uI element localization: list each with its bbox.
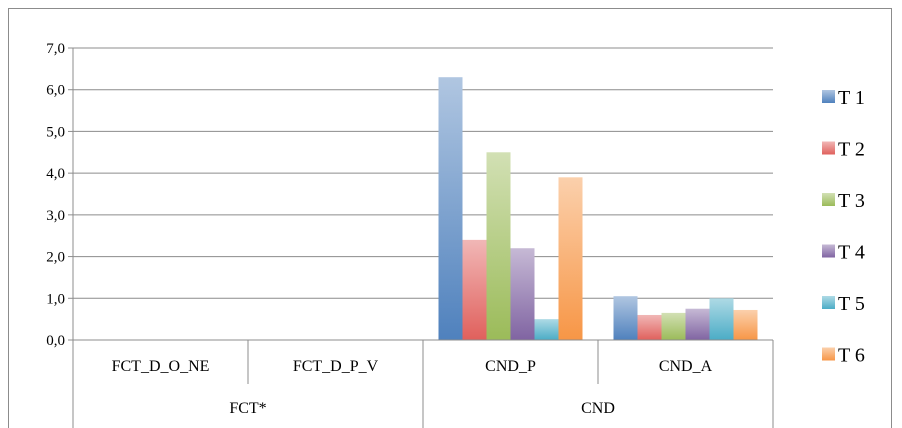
bars [438, 77, 758, 340]
x-axis: FCT_D_O_NE FCT_D_P_V CND_P CND_A FCT* CND [72, 339, 774, 428]
legend-label: T 4 [838, 242, 865, 264]
y-tick-label: 4,0 [46, 166, 65, 182]
legend-swatch [822, 347, 835, 361]
bar-t5-cnd_p [534, 319, 559, 340]
y-tick-label: 7,0 [46, 41, 65, 57]
x-category-label: FCT_D_O_NE [112, 358, 210, 375]
legend: T 1 T 2 T 3 T 4 T 5 T 6 [822, 87, 865, 367]
bar-t1-cnd_p [438, 77, 463, 340]
y-tick-label: 6,0 [46, 83, 65, 99]
y-tick-label: 3,0 [46, 208, 65, 224]
gridlines [73, 47, 773, 341]
x-category-label: CND_A [659, 358, 713, 375]
y-axis: 0,0 1,0 2,0 3,0 4,0 5,0 6,0 7,0 [46, 41, 74, 349]
bar-t5-cnd_a [709, 298, 734, 340]
bar-t6-cnd_p [558, 177, 583, 340]
legend-swatch [822, 90, 835, 103]
legend-label: T 5 [838, 293, 865, 315]
bar-t2-cnd_p [462, 239, 487, 340]
bar-t3-cnd_p [486, 152, 511, 340]
x-group-label: CND [581, 400, 615, 417]
x-category-label: FCT_D_P_V [293, 358, 379, 375]
chart-frame [8, 8, 892, 428]
legend-swatch [822, 296, 835, 309]
legend-label: T 2 [838, 139, 865, 161]
legend-label: T 6 [838, 345, 865, 367]
x-category-label: CND_P [485, 358, 536, 375]
bar-t6-cnd_a [733, 309, 758, 340]
bar-t2-cnd_a [637, 314, 662, 340]
y-tick-label: 0,0 [46, 333, 65, 349]
legend-label: T 3 [838, 190, 865, 212]
bar-t4-cnd_p [510, 248, 535, 340]
x-group-label: FCT* [229, 400, 266, 417]
y-tick-label: 1,0 [46, 291, 65, 307]
bar-t3-cnd_a [661, 312, 686, 340]
legend-label: T 1 [838, 87, 865, 109]
y-tick-label: 2,0 [46, 250, 65, 266]
y-tick-label: 5,0 [46, 124, 65, 140]
bar-t4-cnd_a [685, 308, 710, 340]
legend-swatch [822, 193, 835, 206]
legend-swatch [822, 244, 835, 258]
legend-swatch [822, 141, 835, 155]
bar-t1-cnd_a [613, 296, 638, 340]
